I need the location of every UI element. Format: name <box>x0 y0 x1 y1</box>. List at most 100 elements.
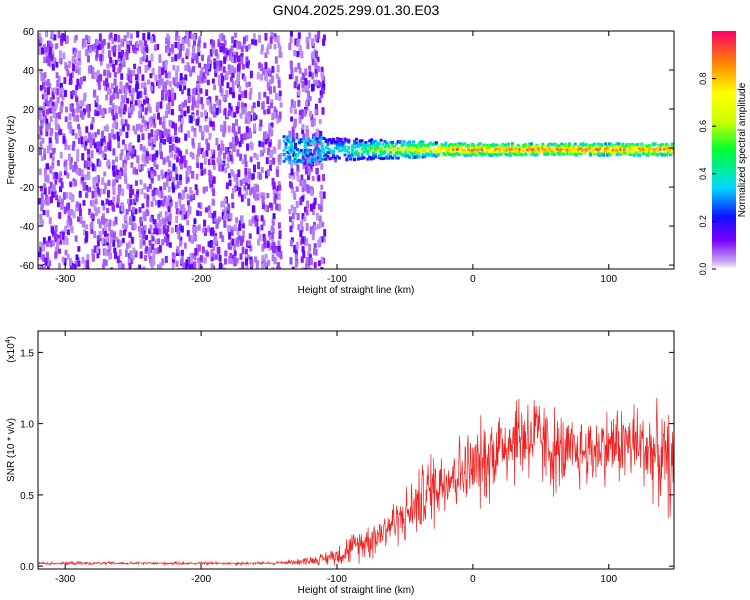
spectrogram-cell <box>150 129 154 138</box>
spectrogram-cell <box>166 134 170 142</box>
spectrogram-cell <box>229 252 233 259</box>
spectrogram-cell <box>91 116 95 124</box>
spectrogram-cell <box>235 257 239 264</box>
spectrogram-cell <box>78 83 82 89</box>
spectrogram-cell <box>45 118 49 127</box>
spectrogram-band-cell <box>398 152 402 156</box>
spectrogram-cell <box>79 111 83 118</box>
spectrogram-cell <box>59 105 63 112</box>
spectrogram-band-cell <box>442 143 446 147</box>
spectrogram-cell <box>277 203 281 212</box>
spectrogram-cell <box>114 33 118 42</box>
spectrogram-cell <box>265 204 269 213</box>
spectrogram-cell <box>296 212 300 221</box>
spectrogram-cell <box>253 164 257 173</box>
spectrogram-band-cell <box>421 155 425 159</box>
spectrogram-cell <box>41 219 45 227</box>
spectrogram-band-cell <box>406 143 410 147</box>
spectrogram-cell <box>119 167 123 175</box>
spectrogram-cell <box>145 151 149 157</box>
spectrogram-cell <box>48 46 52 55</box>
spectrogram-band-cell <box>495 149 499 153</box>
spectrogram-cell <box>89 141 93 149</box>
spectrogram-cell <box>165 197 169 203</box>
spectrogram-cell <box>298 44 302 53</box>
spectrogram-cell <box>38 168 42 176</box>
spectrogram-band-cell <box>442 145 446 149</box>
spectrogram-cell <box>211 78 215 84</box>
spectrogram-cell <box>301 246 305 253</box>
spectrogram-cell <box>272 186 276 194</box>
spectrogram-cell <box>180 117 184 125</box>
spectrogram-cell <box>167 89 171 98</box>
spectrogram-cell <box>234 140 238 147</box>
spectrogram-cell <box>133 222 137 229</box>
spectrogram-cell <box>191 114 195 122</box>
spectrogram-band-cell <box>360 154 364 158</box>
spectrogram-cell <box>247 184 251 190</box>
spectrogram-band-cell <box>625 149 629 153</box>
spectrogram-cell <box>85 192 89 199</box>
spectrogram-band-cell <box>313 158 317 162</box>
spectrogram-band-cell <box>322 151 326 155</box>
spectrogram-cell <box>268 141 272 148</box>
spectrogram-cell <box>109 32 113 39</box>
spectrogram-band-cell <box>568 147 571 151</box>
spectrogram-cell <box>210 263 214 269</box>
spectrogram-band-cell <box>391 142 395 146</box>
spectrogram-band-cell <box>596 142 600 146</box>
spectrogram-cell <box>299 179 303 187</box>
spectrogram-cell <box>158 228 162 235</box>
spectrogram-band-cell <box>332 150 336 154</box>
spectrogram-cell <box>90 124 94 130</box>
spectrogram-cell <box>322 34 326 41</box>
spectrogram-cell <box>71 71 75 79</box>
spectrogram-cell <box>40 201 44 209</box>
spectrogram-cell <box>203 168 207 175</box>
spectrogram-cell <box>75 204 79 212</box>
spectrogram-cell <box>128 85 132 93</box>
spectrogram-cell <box>96 42 100 51</box>
spectrogram-band-cell <box>282 153 286 157</box>
spectrogram-cell <box>308 243 312 252</box>
spectrogram-cell <box>207 159 211 165</box>
spectrogram-cell <box>96 240 100 247</box>
spectrogram-band-cell <box>651 143 655 147</box>
spectrogram-band-cell <box>566 152 570 156</box>
spectrogram-cell <box>130 237 134 244</box>
spectrogram-band-cell <box>333 156 337 160</box>
spectrogram-cell <box>236 227 240 236</box>
spectrogram-cell <box>225 182 229 190</box>
spectrogram-band-cell <box>413 155 417 159</box>
spectrogram-cell <box>209 120 213 127</box>
spectrogram-band-cell <box>505 146 509 150</box>
spectrogram-band-cell <box>417 149 421 153</box>
spectrogram-cell <box>142 240 146 246</box>
spectrogram-cell <box>318 81 322 88</box>
spectrogram-cell <box>141 56 145 62</box>
spectrogram-cell <box>85 184 89 191</box>
spectrogram-cell <box>112 93 116 100</box>
spectrogram-cell <box>245 187 249 196</box>
spectrogram-cell <box>91 163 95 172</box>
spectrogram-cell <box>104 259 108 266</box>
spectrogram-band-cell <box>383 139 387 143</box>
spectrogram-cell <box>143 82 147 88</box>
spectrogram-cell <box>314 103 318 111</box>
spectrogram-band-cell <box>453 145 457 149</box>
spectrogram-band-cell <box>510 142 514 146</box>
spectrogram-cell <box>108 88 112 94</box>
spectrogram-cell <box>102 107 106 115</box>
spectrogram-cell <box>259 63 263 72</box>
spectrogram-cell <box>223 220 227 228</box>
spectrogram-cell <box>231 127 235 133</box>
spectrogram-band-cell <box>408 155 412 159</box>
spectrogram-band-cell <box>379 138 383 142</box>
spectrogram-cell <box>240 194 244 202</box>
spectrogram-band-cell <box>647 149 651 153</box>
spectrogram-cell <box>261 141 265 148</box>
spectrogram-cell <box>140 165 144 172</box>
spectrogram-cell <box>149 73 153 79</box>
spectrogram-band-cell <box>408 145 412 149</box>
spectrogram-cell <box>97 75 101 83</box>
